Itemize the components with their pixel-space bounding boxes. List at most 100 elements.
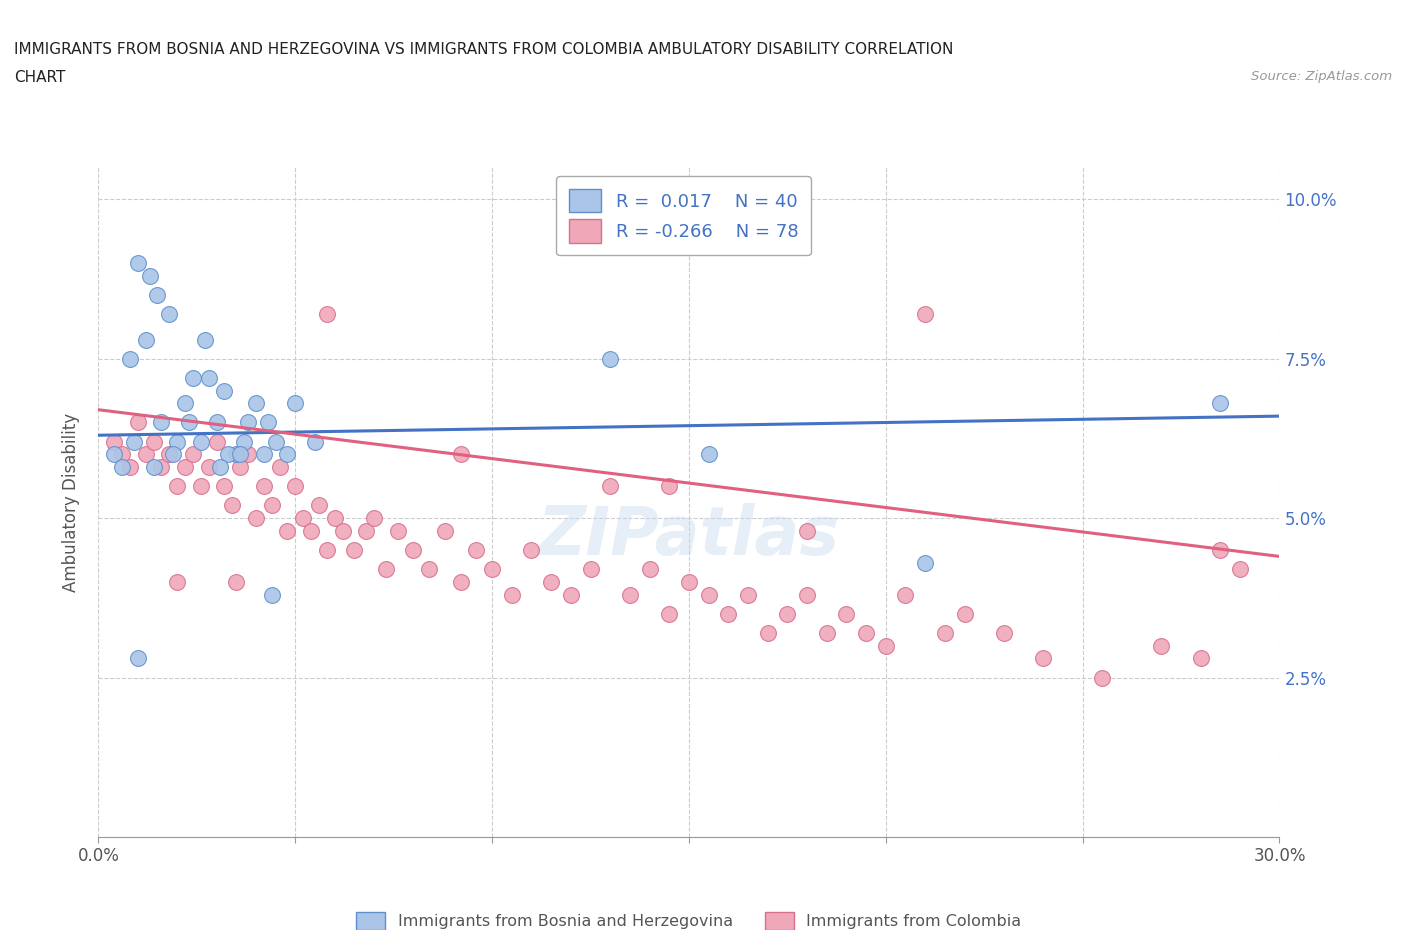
Point (260, 498, 283, 512)
Point (599, 479, 621, 494)
Point (225, 447, 247, 462)
Point (796, 524, 818, 538)
Point (135, 447, 157, 462)
Point (315, 542, 337, 557)
Point (197, 370, 219, 385)
Point (205, 434, 228, 449)
Point (1091, 671, 1114, 685)
Point (894, 587, 917, 602)
Point (157, 447, 180, 462)
Point (1229, 562, 1251, 577)
Point (142, 459, 165, 474)
Point (276, 524, 298, 538)
Point (1150, 638, 1173, 653)
Point (236, 415, 259, 430)
Point (194, 332, 217, 347)
Point (1209, 396, 1232, 411)
Point (253, 479, 276, 494)
Point (214, 479, 236, 494)
Point (256, 415, 278, 430)
Point (343, 542, 366, 557)
Point (122, 434, 145, 449)
Point (450, 447, 472, 462)
Text: ZIPatlas: ZIPatlas (538, 503, 839, 568)
Point (835, 606, 858, 621)
Point (815, 626, 838, 641)
Point (229, 459, 252, 474)
Y-axis label: Ambulatory Disability: Ambulatory Disability (62, 413, 80, 591)
Point (209, 459, 232, 474)
Point (658, 479, 681, 494)
Point (501, 587, 523, 602)
Point (875, 638, 897, 653)
Point (166, 479, 188, 494)
Point (304, 434, 326, 449)
Point (560, 587, 582, 602)
Point (142, 434, 165, 449)
Point (127, 415, 149, 430)
Point (233, 434, 256, 449)
Point (269, 459, 291, 474)
Point (299, 524, 322, 538)
Point (118, 352, 141, 366)
Point (481, 562, 503, 577)
Point (157, 307, 180, 322)
Point (914, 307, 936, 322)
Point (177, 415, 200, 430)
Point (111, 459, 134, 474)
Point (276, 447, 298, 462)
Point (236, 447, 259, 462)
Point (323, 511, 346, 525)
Point (229, 447, 252, 462)
Point (914, 555, 936, 570)
Point (174, 396, 197, 411)
Text: IMMIGRANTS FROM BOSNIA AND HERZEGOVINA VS IMMIGRANTS FROM COLOMBIA AMBULATORY DI: IMMIGRANTS FROM BOSNIA AND HERZEGOVINA V… (14, 42, 953, 57)
Point (737, 587, 759, 602)
Point (418, 562, 440, 577)
Point (579, 562, 602, 577)
Point (599, 352, 621, 366)
Point (465, 542, 488, 557)
Point (796, 587, 818, 602)
Point (855, 626, 877, 641)
Point (776, 606, 799, 621)
Point (363, 511, 385, 525)
Point (205, 415, 228, 430)
Point (197, 459, 219, 474)
Point (1209, 542, 1232, 557)
Point (217, 447, 239, 462)
Point (520, 542, 543, 557)
Point (308, 498, 330, 512)
Point (1189, 651, 1212, 666)
Text: Source: ZipAtlas.com: Source: ZipAtlas.com (1251, 70, 1392, 83)
Point (260, 587, 283, 602)
Point (174, 459, 197, 474)
Point (166, 434, 188, 449)
Point (225, 575, 247, 590)
Point (214, 383, 236, 398)
Point (103, 447, 125, 462)
Point (150, 459, 173, 474)
Point (387, 524, 409, 538)
Point (190, 434, 212, 449)
Point (245, 511, 267, 525)
Point (354, 524, 377, 538)
Point (756, 626, 779, 641)
Point (103, 434, 125, 449)
Point (111, 447, 134, 462)
Point (118, 459, 141, 474)
Point (162, 447, 184, 462)
Point (374, 562, 396, 577)
Point (284, 479, 307, 494)
Point (697, 587, 720, 602)
Legend: Immigrants from Bosnia and Herzegovina, Immigrants from Colombia: Immigrants from Bosnia and Herzegovina, … (350, 905, 1028, 930)
Point (284, 396, 307, 411)
Point (678, 575, 700, 590)
Point (433, 524, 456, 538)
Point (658, 606, 681, 621)
Point (146, 287, 169, 302)
Point (697, 447, 720, 462)
Point (135, 332, 157, 347)
Point (127, 651, 149, 666)
Point (264, 434, 287, 449)
